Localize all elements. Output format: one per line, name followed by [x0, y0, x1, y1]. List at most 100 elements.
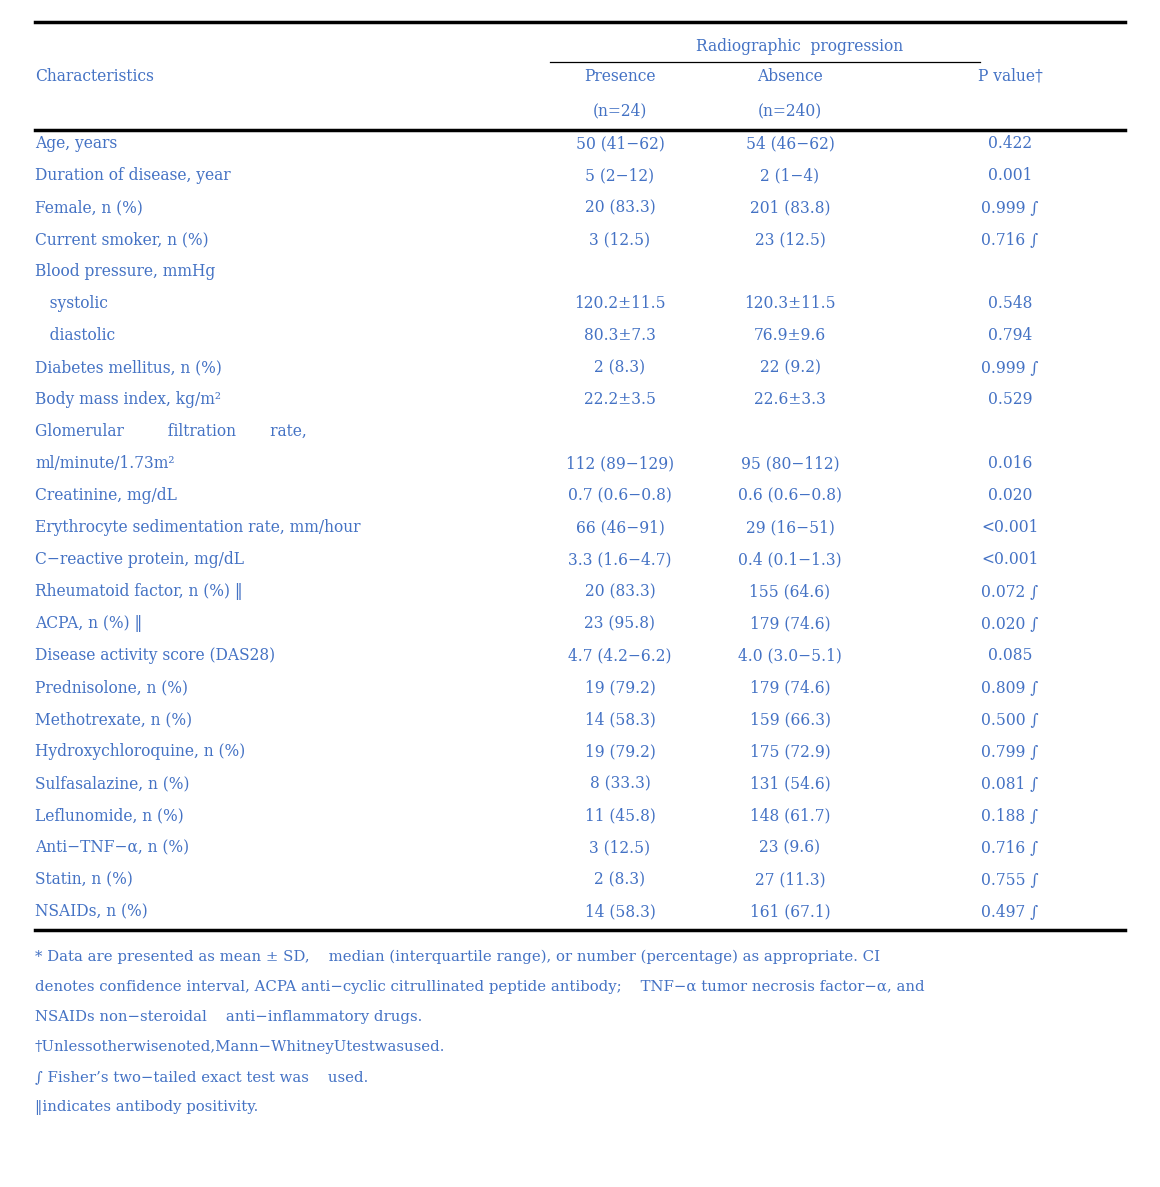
Text: 120.3±11.5: 120.3±11.5 [745, 296, 836, 312]
Text: Duration of disease, year: Duration of disease, year [35, 167, 231, 184]
Text: 175 (72.9): 175 (72.9) [749, 743, 831, 760]
Text: 0.020: 0.020 [988, 487, 1032, 504]
Text: Rheumatoid factor, n (%) ‖: Rheumatoid factor, n (%) ‖ [35, 583, 242, 599]
Text: 29 (16−51): 29 (16−51) [746, 519, 834, 537]
Text: 155 (64.6): 155 (64.6) [749, 583, 831, 599]
Text: 0.081 ∫: 0.081 ∫ [981, 775, 1038, 792]
Text: 0.716 ∫: 0.716 ∫ [981, 231, 1038, 248]
Text: Sulfasalazine, n (%): Sulfasalazine, n (%) [35, 775, 189, 792]
Text: 0.422: 0.422 [988, 135, 1032, 152]
Text: 0.794: 0.794 [988, 326, 1032, 344]
Text: Creatinine, mg/dL: Creatinine, mg/dL [35, 487, 176, 504]
Text: 179 (74.6): 179 (74.6) [749, 679, 831, 696]
Text: 0.999 ∫: 0.999 ∫ [981, 358, 1038, 376]
Text: 0.799 ∫: 0.799 ∫ [981, 743, 1038, 760]
Text: 54 (46−62): 54 (46−62) [746, 135, 834, 152]
Text: 0.085: 0.085 [988, 647, 1032, 664]
Text: P value†: P value† [978, 68, 1043, 85]
Text: NSAIDs, n (%): NSAIDs, n (%) [35, 903, 147, 920]
Text: 0.072 ∫: 0.072 ∫ [981, 583, 1038, 599]
Text: 3 (12.5): 3 (12.5) [589, 839, 651, 856]
Text: 22.2±3.5: 22.2±3.5 [583, 391, 657, 408]
Text: 22 (9.2): 22 (9.2) [760, 358, 820, 376]
Text: Leflunomide, n (%): Leflunomide, n (%) [35, 807, 183, 824]
Text: Hydroxychloroquine, n (%): Hydroxychloroquine, n (%) [35, 743, 245, 760]
Text: Age, years: Age, years [35, 135, 117, 152]
Text: ACPA, n (%) ‖: ACPA, n (%) ‖ [35, 615, 143, 631]
Text: 159 (66.3): 159 (66.3) [749, 711, 831, 728]
Text: 161 (67.1): 161 (67.1) [749, 903, 831, 920]
Text: denotes confidence interval, ACPA anti−cyclic citrullinated peptide antibody;   : denotes confidence interval, ACPA anti−c… [35, 980, 925, 994]
Text: Female, n (%): Female, n (%) [35, 199, 143, 216]
Text: 0.7 (0.6−0.8): 0.7 (0.6−0.8) [568, 487, 672, 504]
Text: †Unlessotherwisenoted,Mann−WhitneyUtestwasused.: †Unlessotherwisenoted,Mann−WhitneyUtestw… [35, 1040, 445, 1054]
Text: 66 (46−91): 66 (46−91) [575, 519, 665, 537]
Text: 50 (41−62): 50 (41−62) [575, 135, 665, 152]
Text: 148 (61.7): 148 (61.7) [749, 807, 831, 824]
Text: 0.001: 0.001 [988, 167, 1032, 184]
Text: ml/minute/1.73m²: ml/minute/1.73m² [35, 455, 174, 472]
Text: (n=24): (n=24) [593, 102, 647, 119]
Text: Blood pressure, mmHg: Blood pressure, mmHg [35, 264, 216, 280]
Text: Absence: Absence [757, 68, 822, 85]
Text: 0.529: 0.529 [988, 391, 1032, 408]
Text: ∫ Fisher’s two−tailed exact test was    used.: ∫ Fisher’s two−tailed exact test was use… [35, 1069, 368, 1084]
Text: 23 (95.8): 23 (95.8) [585, 615, 655, 631]
Text: Glomerular         filtration       rate,: Glomerular filtration rate, [35, 423, 306, 440]
Text: Diabetes mellitus, n (%): Diabetes mellitus, n (%) [35, 358, 222, 376]
Text: Anti−TNF−α, n (%): Anti−TNF−α, n (%) [35, 839, 189, 856]
Text: 2 (8.3): 2 (8.3) [594, 871, 646, 888]
Text: 95 (80−112): 95 (80−112) [741, 455, 840, 472]
Text: Prednisolone, n (%): Prednisolone, n (%) [35, 679, 188, 696]
Text: NSAIDs non−steroidal    anti−inflammatory drugs.: NSAIDs non−steroidal anti−inflammatory d… [35, 1010, 422, 1024]
Text: * Data are presented as mean ± SD,    median (interquartile range), or number (p: * Data are presented as mean ± SD, media… [35, 950, 880, 964]
Text: 76.9±9.6: 76.9±9.6 [754, 326, 826, 344]
Text: 201 (83.8): 201 (83.8) [749, 199, 831, 216]
Text: 4.7 (4.2−6.2): 4.7 (4.2−6.2) [568, 647, 672, 664]
Text: diastolic: diastolic [35, 326, 115, 344]
Text: <0.001: <0.001 [981, 519, 1038, 537]
Text: 11 (45.8): 11 (45.8) [585, 807, 655, 824]
Text: 5 (2−12): 5 (2−12) [586, 167, 654, 184]
Text: <0.001: <0.001 [981, 551, 1038, 569]
Text: 3 (12.5): 3 (12.5) [589, 231, 651, 248]
Text: (n=240): (n=240) [757, 102, 822, 119]
Text: Disease activity score (DAS28): Disease activity score (DAS28) [35, 647, 275, 664]
Text: 0.6 (0.6−0.8): 0.6 (0.6−0.8) [738, 487, 842, 504]
Text: Current smoker, n (%): Current smoker, n (%) [35, 231, 209, 248]
Text: 0.809 ∫: 0.809 ∫ [981, 679, 1038, 696]
Text: 120.2±11.5: 120.2±11.5 [574, 296, 666, 312]
Text: 0.020 ∫: 0.020 ∫ [981, 615, 1038, 631]
Text: 112 (89−129): 112 (89−129) [566, 455, 674, 472]
Text: 0.188 ∫: 0.188 ∫ [981, 807, 1038, 824]
Text: Characteristics: Characteristics [35, 68, 154, 85]
Text: 23 (12.5): 23 (12.5) [754, 231, 826, 248]
Text: 0.500 ∫: 0.500 ∫ [981, 711, 1039, 728]
Text: 20 (83.3): 20 (83.3) [585, 583, 655, 599]
Text: 4.0 (3.0−5.1): 4.0 (3.0−5.1) [738, 647, 842, 664]
Text: Body mass index, kg/m²: Body mass index, kg/m² [35, 391, 222, 408]
Text: Statin, n (%): Statin, n (%) [35, 871, 133, 888]
Text: 14 (58.3): 14 (58.3) [585, 711, 655, 728]
Text: 0.755 ∫: 0.755 ∫ [981, 871, 1039, 888]
Text: 0.016: 0.016 [988, 455, 1032, 472]
Text: Erythrocyte sedimentation rate, mm/hour: Erythrocyte sedimentation rate, mm/hour [35, 519, 361, 537]
Text: C−reactive protein, mg/dL: C−reactive protein, mg/dL [35, 551, 244, 569]
Text: 14 (58.3): 14 (58.3) [585, 903, 655, 920]
Text: Radiographic  progression: Radiographic progression [696, 38, 904, 55]
Text: 80.3±7.3: 80.3±7.3 [585, 326, 655, 344]
Text: 0.999 ∫: 0.999 ∫ [981, 199, 1038, 216]
Text: 22.6±3.3: 22.6±3.3 [754, 391, 826, 408]
Text: 8 (33.3): 8 (33.3) [589, 775, 651, 792]
Text: 23 (9.6): 23 (9.6) [760, 839, 820, 856]
Text: Presence: Presence [585, 68, 655, 85]
Text: 19 (79.2): 19 (79.2) [585, 743, 655, 760]
Text: 19 (79.2): 19 (79.2) [585, 679, 655, 696]
Text: 0.497 ∫: 0.497 ∫ [981, 903, 1038, 920]
Text: 131 (54.6): 131 (54.6) [749, 775, 831, 792]
Text: Methotrexate, n (%): Methotrexate, n (%) [35, 711, 193, 728]
Text: 3.3 (1.6−4.7): 3.3 (1.6−4.7) [568, 551, 672, 569]
Text: 20 (83.3): 20 (83.3) [585, 199, 655, 216]
Text: 179 (74.6): 179 (74.6) [749, 615, 831, 631]
Text: 2 (1−4): 2 (1−4) [761, 167, 820, 184]
